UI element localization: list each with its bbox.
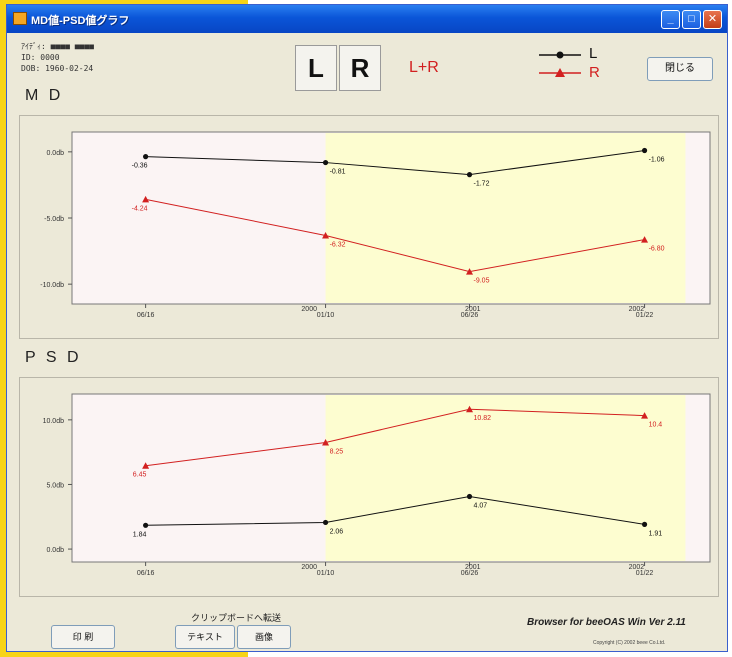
psd-point-R (322, 438, 330, 446)
psd-year-label: 2000 (301, 564, 317, 571)
close-button[interactable]: 閉じる (647, 57, 713, 81)
md-data-label-R: -6.32 (330, 241, 346, 248)
md-data-label-L: -1.06 (649, 157, 665, 164)
maximize-button[interactable]: □ (682, 10, 701, 29)
psd-year-label: 2002 (629, 564, 645, 571)
md-year-label: 2002 (629, 306, 645, 313)
left-eye-button[interactable]: L (295, 45, 337, 91)
md-data-label-L: -1.72 (474, 181, 490, 188)
md-xtick-label: 06/26 (461, 312, 479, 319)
md-series-L-line (145, 150, 645, 176)
psd-data-label-R: 10.82 (474, 415, 492, 422)
psd-point-L (641, 521, 648, 527)
copyright-text: Copyright (C) 2002 beee Co.Ltd. (593, 640, 666, 646)
psd-point-R (466, 405, 474, 413)
psd-point-L (466, 493, 473, 500)
md-point-L (641, 147, 648, 154)
right-eye-button[interactable]: R (339, 45, 381, 91)
md-point-R (322, 231, 330, 239)
brand-text: Browser for beeOAS Win Ver 2.11 (527, 617, 686, 628)
psd-series-L-line (145, 495, 645, 526)
psd-data-label-L: 1.91 (649, 530, 663, 537)
psd-xtick-label: 01/22 (636, 570, 654, 577)
psd-section-title: P S D (25, 349, 82, 366)
md-group: 0.0db -5.0db -10.0db 06/16 01/10 06/26 01/22 20… (19, 115, 719, 339)
patient-dob: DOB: 1960-02-24 (21, 64, 94, 73)
psd-xtick-label: 06/16 (137, 570, 155, 577)
md-data-label-L: -0.81 (330, 169, 346, 176)
psd-data-label-R: 10.4 (649, 422, 663, 429)
legend-left-marker (556, 51, 564, 59)
md-xtick-label: 01/22 (636, 312, 654, 319)
psd-point-R (641, 412, 649, 419)
app-window: MD値-PSD値グラフ _ □ ✕ ｱｲﾃﾞｨ: ■■■■ ■■■■ ID: 0… (6, 4, 728, 652)
md-point-R (466, 268, 474, 275)
psd-group: 10.0db 5.0db 0.0db 06/16 01/10 06/26 01/22 2000… (19, 377, 719, 597)
md-point-L (466, 172, 473, 178)
psd-point-R (142, 462, 150, 469)
md-year-label: 2001 (465, 306, 481, 313)
md-xtick-label: 06/16 (137, 312, 155, 319)
md-ytick-label: -5.0db (44, 216, 64, 223)
md-xtick-label: 01/10 (317, 312, 335, 319)
psd-chart: 10.0db 5.0db 0.0db 06/16 01/10 06/26 01/22 2000… (43, 393, 711, 577)
md-point-R (142, 195, 150, 203)
md-point-L (143, 154, 149, 160)
md-data-label-R: -6.80 (649, 246, 665, 253)
legend-markers (539, 51, 581, 77)
psd-data-label-R: 6.45 (133, 472, 147, 479)
md-section-title: M D (25, 87, 64, 104)
both-eyes-button[interactable]: L+R (409, 59, 439, 76)
print-button[interactable]: 印 刷 (51, 625, 115, 649)
patient-name: ｱｲﾃﾞｨ: ■■■■ ■■■■ (21, 42, 94, 51)
close-window-button[interactable]: ✕ (703, 10, 722, 29)
copy-text-button[interactable]: テキスト (175, 625, 235, 649)
md-data-label-R: -4.24 (132, 205, 148, 212)
psd-xtick-label: 06/26 (461, 570, 479, 577)
patient-id: ID: 0000 (21, 53, 60, 62)
psd-data-label-L: 4.07 (474, 502, 488, 509)
psd-highlight-band (325, 395, 686, 561)
md-data-label-L: -0.36 (132, 163, 148, 170)
md-data-label-R: -9.05 (474, 278, 490, 285)
psd-xtick-label: 01/10 (317, 570, 335, 577)
psd-data-label-L: 1.84 (133, 531, 147, 538)
clipboard-label: クリップボードへ転送 (191, 613, 282, 623)
legend: L R (537, 45, 617, 87)
md-highlight-band (325, 133, 686, 303)
psd-data-label-L: 2.06 (330, 528, 344, 535)
patient-info: ｱｲﾃﾞｨ: ■■■■ ■■■■ ID: 0000 DOB: 1960-02-2… (21, 41, 94, 74)
md-series-R-line (145, 198, 645, 273)
psd-ytick-label: 5.0db (46, 482, 64, 489)
title-bar[interactable]: MD値-PSD値グラフ _ □ ✕ (7, 5, 727, 33)
psd-series-R-line (145, 408, 645, 467)
psd-point-L (143, 522, 149, 528)
psd-year-label: 2001 (465, 564, 481, 571)
app-icon (13, 12, 27, 25)
md-point-R (641, 236, 649, 243)
md-ytick-label: 0.0db (46, 150, 64, 157)
legend-left-label: L (589, 45, 598, 62)
window-title: MD値-PSD値グラフ (31, 15, 130, 27)
psd-ytick-label: 0.0db (46, 547, 64, 554)
psd-data-label-R: 8.25 (330, 448, 344, 455)
legend-right-marker (555, 68, 565, 77)
psd-ytick-label: 10.0db (43, 418, 65, 425)
legend-right-label: R (589, 64, 600, 81)
md-ytick-label: -10.0db (40, 282, 64, 289)
psd-point-L (322, 519, 329, 526)
md-year-label: 2000 (301, 306, 317, 313)
md-point-L (322, 159, 329, 166)
minimize-button[interactable]: _ (661, 10, 680, 29)
copy-image-button[interactable]: 画像 (237, 625, 291, 649)
